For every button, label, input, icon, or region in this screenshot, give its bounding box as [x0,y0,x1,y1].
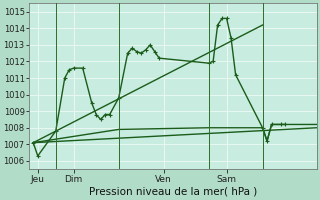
X-axis label: Pression niveau de la mer( hPa ): Pression niveau de la mer( hPa ) [89,187,257,197]
